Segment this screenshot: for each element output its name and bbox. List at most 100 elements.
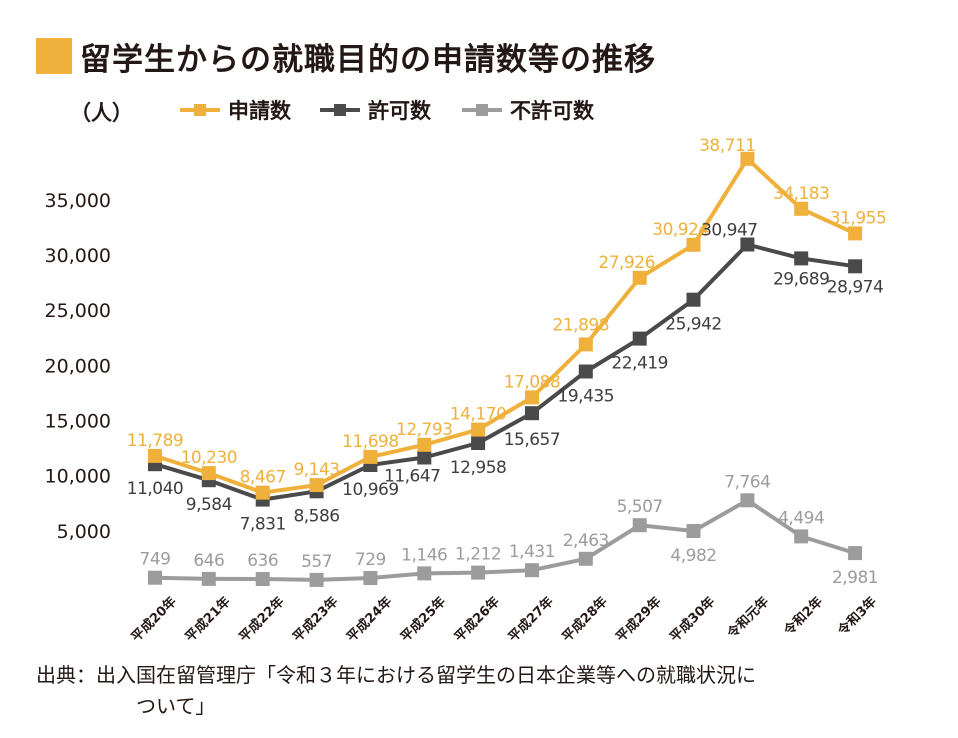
data-point-applications — [794, 201, 809, 216]
data-label-applications: 31,955 — [830, 208, 886, 228]
data-point-rejected — [848, 546, 863, 561]
data-label-rejected: 7,764 — [724, 472, 770, 492]
data-label-applications: 34,183 — [773, 184, 829, 204]
title-row: 留学生からの就職目的の申請数等の推移 — [36, 34, 656, 78]
data-label-approved: 11,040 — [127, 479, 183, 499]
data-point-applications — [740, 151, 755, 166]
data-point-applications — [525, 390, 539, 405]
y-tick-label: 5,000 — [57, 521, 111, 543]
data-label-approved: 10,969 — [342, 480, 398, 500]
data-point-approved — [686, 292, 701, 307]
data-label-rejected: 729 — [355, 550, 386, 570]
legend-marker-approved — [320, 104, 360, 116]
data-label-rejected: 2,463 — [563, 531, 609, 551]
data-label-rejected: 1,431 — [509, 542, 555, 562]
data-label-rejected: 5,507 — [617, 497, 663, 517]
data-point-approved — [848, 259, 863, 274]
x-tick-label: 平成22年 — [236, 594, 288, 646]
data-label-rejected: 4,982 — [670, 546, 716, 566]
data-label-approved: 25,942 — [665, 315, 721, 335]
legend-marker-applications — [180, 104, 220, 116]
data-point-rejected — [686, 524, 701, 538]
series-line-approved — [154, 242, 856, 502]
data-point-rejected — [632, 518, 647, 533]
x-tick-label: 平成30年 — [667, 594, 719, 646]
x-tick-label: 令和2年 — [781, 594, 826, 639]
y-tick-label: 30,000 — [45, 245, 111, 267]
y-tick-label: 15,000 — [45, 410, 111, 432]
data-label-applications: 11,789 — [127, 431, 183, 451]
data-point-rejected — [201, 571, 216, 586]
data-label-applications: 10,230 — [181, 448, 237, 468]
x-tick-label: 平成20年 — [128, 594, 180, 646]
data-label-applications: 9,143 — [293, 460, 339, 480]
chart-title: 留学生からの就職目的の申請数等の推移 — [80, 41, 656, 78]
data-point-applications — [471, 422, 486, 437]
data-point-rejected — [309, 572, 324, 587]
data-label-rejected: 646 — [193, 551, 224, 571]
legend-label-approved: 許可数 — [368, 99, 431, 123]
data-label-applications: 38,711 — [699, 136, 755, 156]
data-point-rejected — [417, 566, 432, 581]
data-point-applications — [848, 226, 863, 241]
data-point-approved — [471, 436, 486, 450]
legend-item-rejected: 不許可数 — [462, 94, 594, 126]
data-label-rejected: 2,981 — [832, 568, 878, 588]
data-point-rejected — [794, 529, 809, 544]
x-tick-label: 平成24年 — [344, 594, 396, 646]
legend-label-rejected: 不許可数 — [510, 99, 594, 123]
source-line-1: 出典：出入国在留管理庁「令和３年における留学生の日本企業等への就職状況に — [36, 663, 756, 687]
data-point-applications — [363, 449, 378, 464]
x-tick-label: 令和元年 — [724, 594, 772, 642]
x-tick-label: 平成23年 — [290, 594, 342, 646]
x-tick-label: 平成26年 — [451, 594, 503, 646]
data-point-applications — [148, 448, 162, 463]
data-point-applications — [578, 337, 593, 352]
data-label-applications: 17,088 — [504, 372, 560, 392]
source-line-2: ついて」 — [136, 694, 216, 718]
data-label-applications: 30,924 — [652, 220, 708, 240]
data-point-rejected — [255, 572, 270, 586]
legend-marker-rejected — [462, 104, 502, 116]
data-point-approved — [794, 251, 809, 266]
data-label-approved: 7,831 — [240, 515, 286, 535]
data-point-applications — [417, 437, 432, 452]
data-point-rejected — [525, 563, 539, 578]
series-line-rejected — [154, 498, 856, 582]
x-tick-label: 平成27年 — [505, 594, 557, 646]
data-point-rejected — [740, 493, 755, 508]
data-label-applications: 14,170 — [450, 405, 506, 425]
data-point-rejected — [578, 551, 593, 566]
x-tick-label: 平成28年 — [559, 594, 611, 646]
data-label-rejected: 1,146 — [401, 545, 447, 565]
y-tick-label: 25,000 — [45, 300, 111, 322]
title-square-icon — [36, 38, 72, 74]
data-label-approved: 15,657 — [504, 430, 560, 450]
data-point-approved — [578, 364, 593, 379]
data-label-rejected: 4,494 — [778, 508, 824, 528]
x-tick-label: 平成21年 — [182, 594, 234, 646]
legend-item-approved: 許可数 — [320, 94, 431, 126]
data-label-approved: 11,647 — [384, 466, 440, 486]
series-line-applications — [154, 156, 856, 495]
data-label-applications: 11,698 — [342, 432, 398, 452]
data-point-applications — [201, 466, 216, 481]
data-point-approved — [417, 450, 432, 465]
data-label-rejected: 749 — [140, 550, 171, 570]
x-tick-label: 令和3年 — [835, 594, 880, 639]
data-label-applications: 8,467 — [240, 468, 286, 488]
data-point-rejected — [148, 570, 162, 585]
data-label-rejected: 557 — [301, 552, 332, 572]
data-point-applications — [309, 478, 324, 493]
data-label-applications: 21,898 — [553, 315, 609, 335]
y-axis-unit-label: （人） — [70, 101, 133, 125]
x-tick-label: 平成25年 — [397, 594, 449, 646]
data-label-rejected: 636 — [247, 551, 278, 571]
data-label-approved: 30,947 — [701, 220, 757, 240]
data-label-rejected: 1,212 — [455, 545, 501, 565]
data-point-approved — [632, 331, 647, 346]
y-tick-label: 10,000 — [45, 466, 111, 488]
y-tick-label: 35,000 — [45, 190, 111, 212]
legend-item-applications: 申請数 — [180, 94, 291, 126]
